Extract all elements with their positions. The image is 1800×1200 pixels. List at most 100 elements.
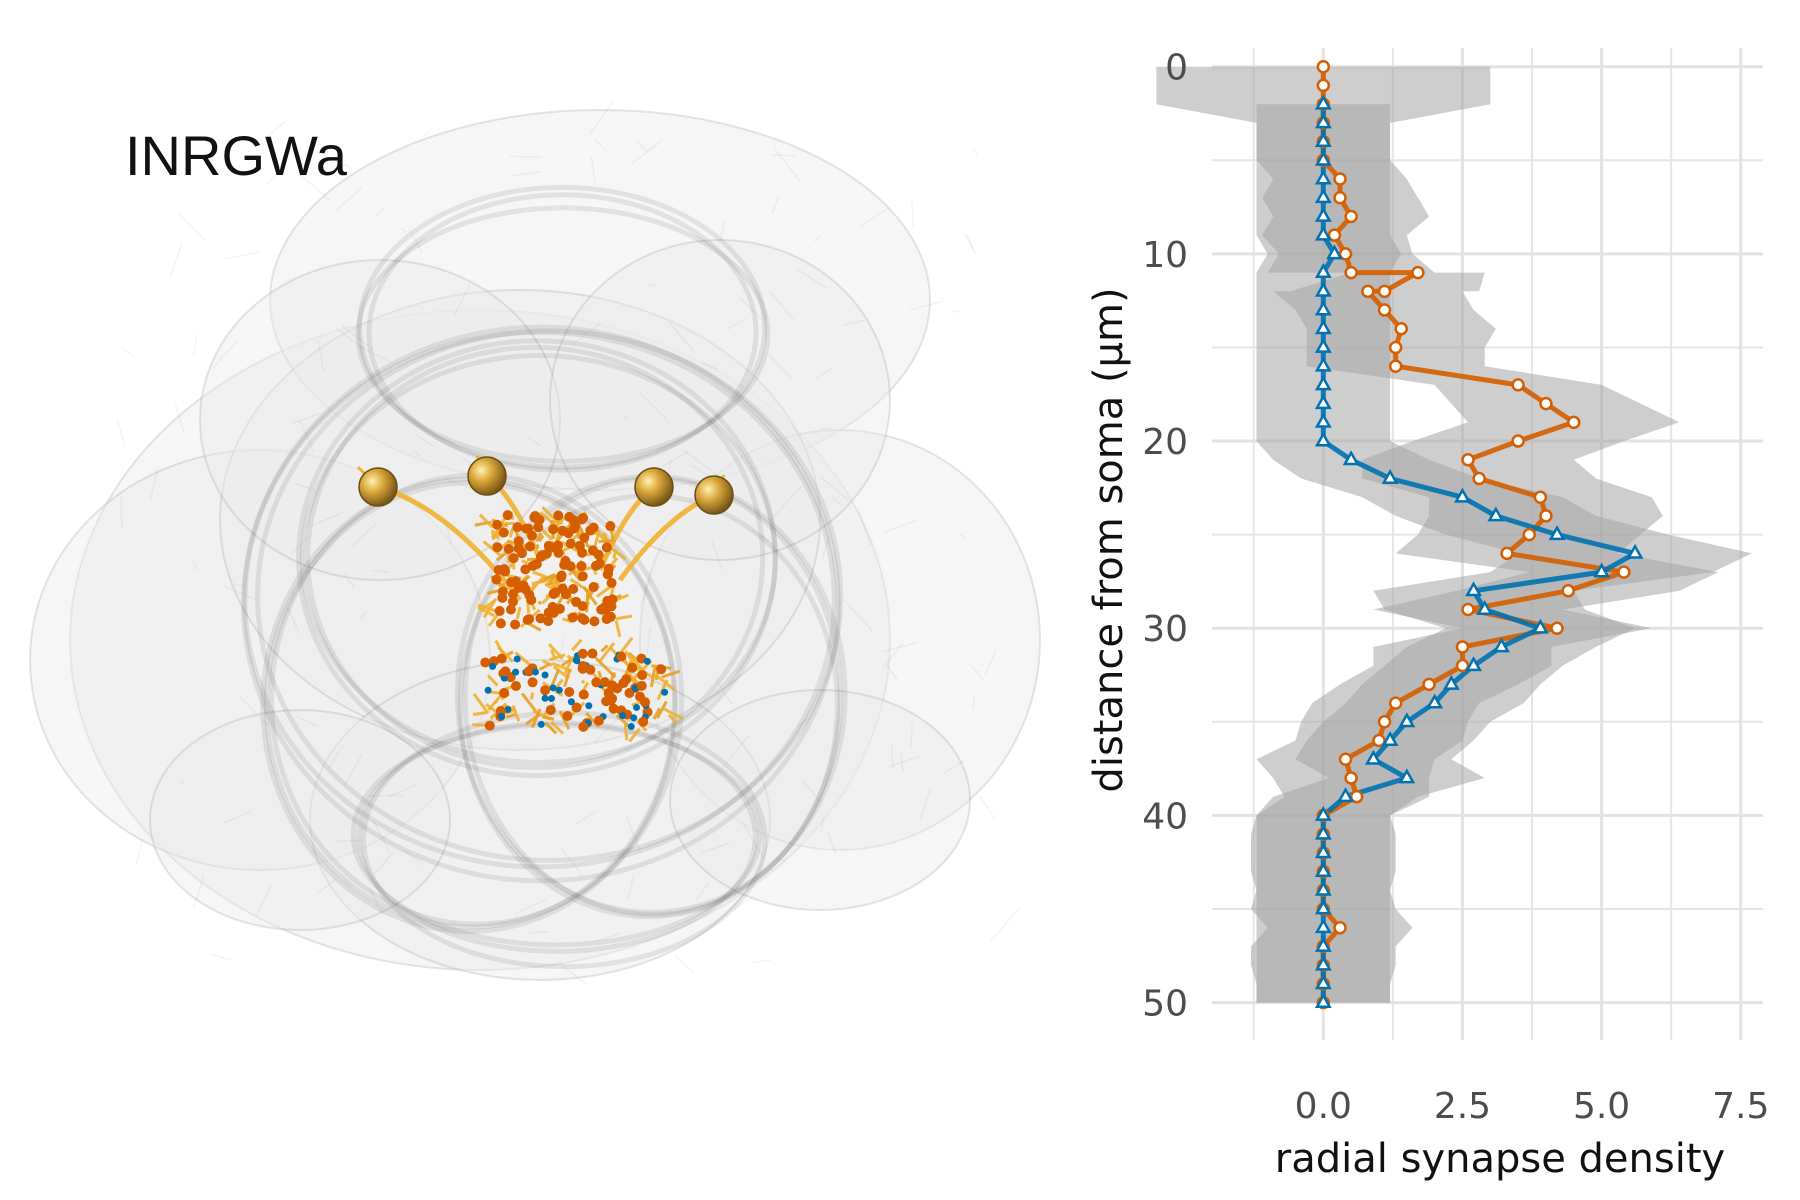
data-point-triangle <box>1314 225 1332 241</box>
mesh-edge <box>422 128 432 138</box>
output-synapse-dot <box>495 618 506 629</box>
arbor-branch <box>571 638 583 652</box>
mesh-edge <box>768 289 794 320</box>
mesh-edge <box>116 418 126 447</box>
output-synapse-dot <box>496 653 507 664</box>
mesh-edge <box>966 234 975 250</box>
mesh-edge <box>668 321 695 352</box>
input-synapse-dot <box>627 723 635 731</box>
output-synapse-dot <box>571 702 582 713</box>
data-point-circle <box>1539 396 1553 411</box>
mesh-edge <box>312 511 343 527</box>
output-synapse-dot <box>577 613 588 624</box>
mesh-contour <box>305 344 766 771</box>
output-synapse-dot <box>500 666 511 677</box>
data-point-circle <box>1344 209 1358 224</box>
mesh-edge <box>858 510 872 546</box>
series-markers <box>1314 59 1644 1010</box>
mesh-edge <box>978 795 996 820</box>
output-synapse-dot <box>510 619 521 630</box>
data-point-triangle <box>1314 94 1332 110</box>
x-axis-ticks: 0.0 2.5 5.0 7.5 <box>1295 1086 1770 1127</box>
neuron-render-panel: INRGWa <box>29 100 1041 985</box>
data-point-triangle <box>1442 674 1460 690</box>
data-point-triangle <box>1314 337 1332 353</box>
mesh-edge <box>639 392 671 424</box>
output-synapse-dot <box>560 589 571 600</box>
data-point-triangle <box>1454 487 1471 503</box>
output-synapse-dot <box>607 594 618 605</box>
output-synapse-dot <box>578 512 589 523</box>
data-point-triangle <box>1314 918 1332 934</box>
output-synapse-dot <box>603 688 614 699</box>
mesh-edge <box>557 961 587 985</box>
output-synapse-dot <box>535 551 546 562</box>
mesh-edge <box>727 319 744 330</box>
mesh-edge <box>972 696 976 710</box>
data-point-triangle <box>1465 581 1483 597</box>
mesh-edge <box>700 361 718 370</box>
data-point-circle <box>1411 265 1425 280</box>
output-synapse-dot <box>589 616 600 627</box>
cell-bodies <box>358 456 734 515</box>
data-point-circle <box>1316 78 1331 93</box>
mesh-edge <box>400 227 408 233</box>
output-synapse-dot <box>593 715 604 726</box>
output-synapse-dot <box>525 541 536 552</box>
mesh-edge <box>291 533 312 555</box>
arbor-branch <box>600 644 609 653</box>
mesh-edge <box>222 811 251 825</box>
data-point-triangle <box>1314 899 1332 915</box>
arbor-branch <box>540 527 553 541</box>
output-synapse-dot <box>616 651 627 662</box>
mesh-lobe <box>269 109 931 491</box>
output-synapse-dot <box>502 510 513 521</box>
input-synapse-dot <box>512 668 520 676</box>
arbor-branch <box>667 713 679 725</box>
arbor-branch <box>530 708 542 728</box>
output-synapse-dot <box>600 604 611 615</box>
arbor-branch <box>515 606 522 620</box>
output-synapse-dot <box>565 538 576 549</box>
arbor-branch <box>652 707 661 720</box>
brain-mesh <box>29 100 1041 985</box>
mesh-edge <box>972 148 980 158</box>
data-point-circle <box>1461 453 1475 467</box>
output-synapse-dot <box>508 596 519 607</box>
output-synapse-dot <box>618 678 629 689</box>
arbor-branch <box>594 656 617 679</box>
arbor-branch <box>476 605 496 618</box>
output-synapse-dot <box>484 720 495 731</box>
output-synapse-dot <box>605 521 616 532</box>
mesh-edge <box>389 782 419 798</box>
mesh-edge <box>445 523 452 545</box>
mesh-edge <box>770 484 804 521</box>
output-synapse-dot <box>559 559 570 570</box>
mesh-edge <box>209 953 232 961</box>
mesh-edge <box>193 561 199 572</box>
y-tick-label: 0 <box>1165 48 1188 89</box>
mesh-contour <box>296 338 778 779</box>
output-synapse-dot <box>587 648 598 659</box>
mesh-edge <box>295 482 317 492</box>
mesh-edge <box>561 848 584 876</box>
data-point-circle <box>1511 434 1525 448</box>
arbor-branch <box>558 710 571 730</box>
arbor-branch <box>538 662 551 671</box>
mesh-edge <box>224 585 258 601</box>
output-synapse-dot <box>513 543 524 554</box>
output-synapse-dot <box>480 657 491 668</box>
data-point-triangle <box>1381 730 1399 746</box>
mesh-edge <box>884 519 918 533</box>
output-synapse-dot <box>497 592 508 603</box>
output-synapse-dot <box>499 564 510 575</box>
mesh-edge <box>886 665 898 681</box>
data-point-triangle <box>1426 693 1444 709</box>
mesh-edge <box>286 607 301 634</box>
arbor-branch <box>508 528 515 538</box>
mesh-edge <box>959 533 968 540</box>
input-synapse-dot <box>531 668 539 676</box>
data-point-triangle <box>1492 637 1510 653</box>
data-point-triangle <box>1381 468 1399 484</box>
arbor-branch <box>663 707 684 720</box>
